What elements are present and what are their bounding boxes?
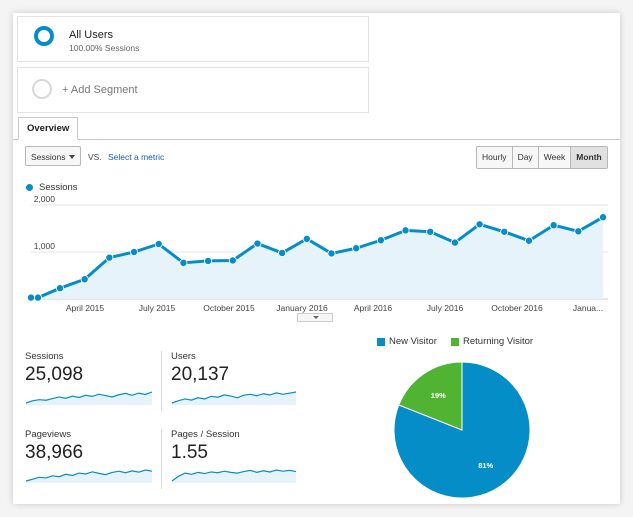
pages-per-session-sparkline [171,469,297,483]
stat-label: Sessions [25,351,64,362]
tab-bar: Overview [13,117,620,140]
sessions-sparkline [25,391,153,405]
sessions-point[interactable] [475,220,484,229]
sessions-point[interactable] [327,249,336,258]
x-tick-label: October 2016 [491,303,543,313]
sessions-area [31,217,603,299]
new-visitor-legend-label: New Visitor [389,336,437,347]
segment-name: All Users [69,29,114,41]
sessions-point[interactable] [599,213,608,222]
sessions-legend-label: Sessions [39,182,78,193]
stat-users: Users 20,137 [161,351,297,411]
vs-label: VS. [88,152,102,162]
pie-slice-returning-visitor[interactable] [398,361,463,431]
add-segment-label: + Add Segment [62,84,138,96]
sessions-point[interactable] [228,256,237,265]
returning-visitor-legend-label: Returning Visitor [463,336,534,347]
hourly-button[interactable]: Hourly [477,147,513,168]
segment-all-users[interactable]: All Users 100.00% Sessions [17,16,369,62]
x-tick-label: July 2015 [139,303,176,313]
sessions-chart: 2,000 1,000 April 2015 July 2015 October 201… [26,194,608,313]
pageviews-sparkline [25,469,153,483]
sessions-point[interactable] [524,236,533,245]
sparkline-line [25,469,153,482]
week-button[interactable]: Week [538,147,572,168]
sessions-point[interactable] [26,293,35,302]
visitor-pie-chart: 81% 19% [393,361,531,499]
y-tick-label: 1,000 [34,241,56,251]
sessions-point[interactable] [33,293,42,302]
x-tick-label: April 2015 [66,303,105,313]
sessions-point[interactable] [278,248,287,257]
sessions-point[interactable] [253,239,262,248]
x-tick-label: April 2016 [354,303,393,313]
sessions-point[interactable] [376,236,385,245]
sessions-point[interactable] [130,248,139,257]
segment-subtitle: 100.00% Sessions [69,43,140,53]
sessions-point[interactable] [401,226,410,235]
sessions-point[interactable] [574,227,583,236]
sessions-point[interactable] [352,244,361,253]
sparkline-area [26,470,152,483]
select-metric-link[interactable]: Select a metric [108,152,165,162]
metric-select-value: Sessions [31,152,66,162]
analytics-panel: All Users 100.00% Sessions + Add Segment… [13,13,620,504]
metric-select[interactable]: Sessions [25,146,81,166]
users-sparkline [171,391,297,405]
sparkline-line [25,391,153,404]
sessions-point[interactable] [56,284,65,293]
returning-visitor-legend-swatch [451,338,459,346]
stat-label: Pages / Session [171,429,240,440]
granularity-toggle: Hourly Day Week Month [476,146,608,169]
sparkline-area [172,470,296,483]
chart-resize-handle[interactable] [297,313,333,322]
tab-overview[interactable]: Overview [18,117,79,140]
day-button[interactable]: Day [512,147,539,168]
stat-pages-per-session: Pages / Session 1.55 [161,429,297,489]
sparkline-area [26,392,152,405]
month-button[interactable]: Month [571,147,607,168]
x-tick-label: January 2016 [276,303,328,313]
x-tick-label: October 2015 [203,303,255,313]
stat-pageviews: Pageviews 38,966 [25,429,157,489]
x-tick-label: Janua... [573,303,603,313]
stat-value: 38,966 [25,442,84,463]
empty-segment-ring-icon [32,79,52,99]
sessions-point[interactable] [302,234,311,243]
pie-slice-new-visitor[interactable] [393,361,531,499]
stat-label: Pageviews [25,429,71,440]
chevron-down-icon [313,316,319,319]
sessions-point[interactable] [450,238,459,247]
stat-value: 20,137 [171,364,230,385]
pie-slice-label: 81% [478,461,493,470]
stat-sessions: Sessions 25,098 [25,351,157,411]
y-tick-label: 2,000 [34,194,56,204]
sessions-point[interactable] [105,253,114,262]
stat-label: Users [171,351,196,362]
sessions-legend-dot-icon [26,184,33,191]
sessions-point[interactable] [500,227,509,236]
x-tick-label: July 2016 [427,303,464,313]
sessions-point[interactable] [549,221,558,230]
segment-ring-icon [34,26,54,46]
stat-value: 1.55 [171,442,208,463]
add-segment-button[interactable]: + Add Segment [17,67,369,113]
sessions-point[interactable] [154,240,163,249]
sessions-point[interactable] [80,275,89,284]
sessions-point[interactable] [426,227,435,236]
sparkline-line [171,469,297,482]
sessions-point[interactable] [204,256,213,265]
new-visitor-legend-swatch [377,338,385,346]
sessions-point[interactable] [179,258,188,267]
sparkline-area [172,392,296,405]
stat-value: 25,098 [25,364,84,385]
chevron-down-icon [69,155,75,159]
sparkline-line [171,391,297,404]
pie-slice-label: 19% [431,391,446,400]
